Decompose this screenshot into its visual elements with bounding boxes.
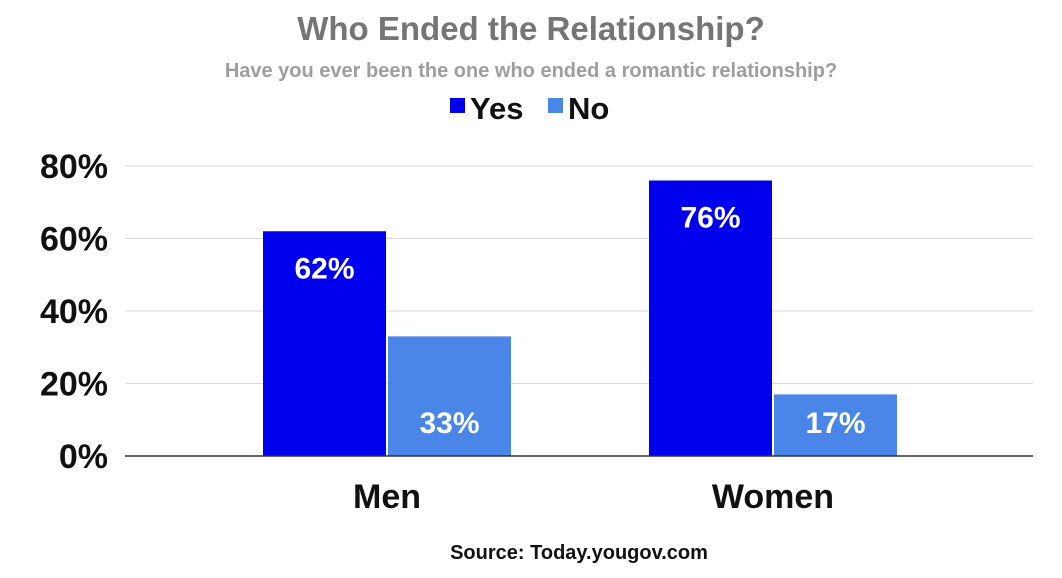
x-tick-label: Women (712, 478, 834, 516)
data-label: 33% (419, 407, 479, 440)
data-label: 62% (294, 252, 354, 285)
y-tick-label: 0% (59, 438, 108, 476)
bar-yes-women (649, 180, 772, 456)
y-tick-label: 40% (40, 293, 108, 331)
legend-swatch-yes (450, 98, 465, 113)
source-note: Source: Today.yougov.com (450, 542, 708, 564)
x-axis-ticks: Men Women (353, 478, 834, 516)
legend-label-no: No (568, 91, 609, 126)
x-tick-label: Men (353, 478, 421, 516)
data-label: 76% (680, 202, 740, 235)
bar-no-women (774, 394, 897, 456)
y-tick-label: 60% (40, 221, 108, 259)
legend-swatch-no (548, 98, 563, 113)
gridlines (125, 165, 1033, 384)
y-axis-ticks: 0% 20% 40% 60% 80% (40, 148, 108, 476)
bars: 62% 33% 76% 17% (263, 180, 897, 456)
bar-yes-men (263, 231, 386, 456)
y-tick-label: 20% (40, 366, 108, 404)
bar-no-men (388, 336, 511, 456)
legend-label-yes: Yes (470, 91, 523, 126)
y-tick-label: 80% (40, 148, 108, 186)
chart-title: Who Ended the Relationship? (297, 10, 764, 47)
chart-subtitle: Have you ever been the one who ended a r… (225, 60, 837, 82)
legend: Yes No (450, 91, 609, 126)
data-label: 17% (805, 407, 865, 440)
